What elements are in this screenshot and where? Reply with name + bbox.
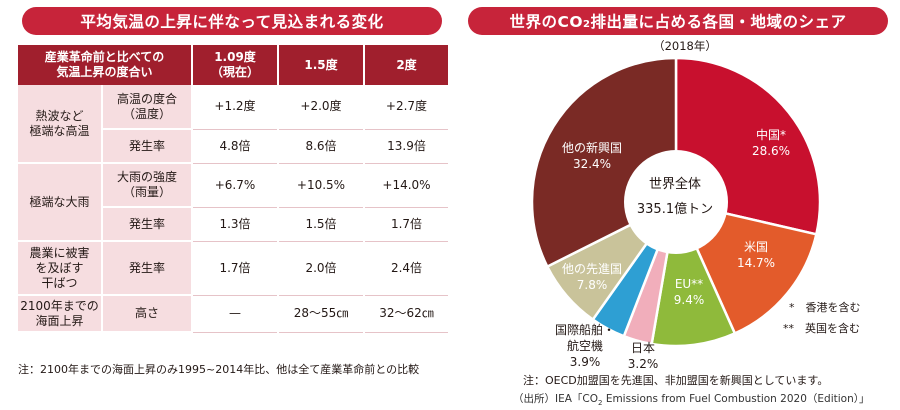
slice-label-china: 中国* 28.6%	[736, 127, 806, 159]
row-label: 発生率	[102, 207, 193, 242]
table-cell: 13.9倍	[364, 129, 448, 164]
center-line-2: 335.1億トン	[636, 202, 714, 217]
row-group-sea-level: 2100年までの海面上昇	[18, 295, 103, 333]
slice-value: 9.4%	[673, 293, 705, 307]
slice-label-other-emerging: 他の新興国 32.4%	[552, 140, 632, 172]
table-cell: 28～55㎝	[278, 295, 365, 333]
center-line-1: 世界全体	[648, 177, 701, 192]
slice-name-line2: 航空機	[566, 339, 603, 353]
table-row: 発生率 1.3倍 1.5倍 1.7倍	[18, 207, 448, 242]
chart-title-subscript: 2	[583, 18, 591, 30]
slice-label-shipping: 国際船舶・ 航空機 3.9%	[546, 322, 624, 370]
chart-year: （2018年）	[653, 39, 717, 53]
chart-title: 世界のCO 2 排出量に占める各国・地域のシェア	[468, 7, 888, 35]
slice-value: 28.6%	[751, 144, 791, 158]
table-cell: 1.5倍	[278, 207, 365, 242]
slice-name: EU**	[674, 277, 704, 291]
slice-value: 14.7%	[736, 256, 776, 270]
chart-note: 注：OECD加盟国を先進国、非加盟国を新興国としています。	[523, 374, 829, 387]
row-label: 発生率	[102, 129, 193, 164]
slice-value: 3.9%	[569, 355, 601, 369]
slice-value: 7.8%	[576, 278, 608, 292]
table-row: 2100年までの海面上昇 高さ — 28～55㎝ 32～62㎝	[18, 295, 448, 333]
slice-name: 他の新興国	[561, 141, 622, 155]
table-cell: +6.7%	[192, 163, 279, 208]
table-row: 農業に被害 を及ぼす 干ばつ 発生率 1.7倍 2.0倍 2.4倍	[18, 241, 448, 296]
row-label: 発生率	[102, 241, 193, 296]
table-cell: 32～62㎝	[364, 295, 448, 333]
pie-center-hole	[624, 150, 728, 254]
header-1-5: 1.5度	[278, 45, 365, 85]
row-group-drought: 農業に被害 を及ぼす 干ばつ	[18, 241, 103, 296]
table-row: 発生率 4.8倍 8.6倍 13.9倍	[18, 129, 448, 164]
table-cell: 1.7倍	[364, 207, 448, 242]
table-cell: 8.6倍	[278, 129, 365, 164]
slice-name-line1: 国際船舶・	[554, 323, 615, 337]
table-cell: +1.2度	[192, 85, 279, 130]
slice-label-eu: EU** 9.4%	[660, 276, 718, 308]
row-group-rain: 極端な大雨	[18, 163, 103, 242]
comparison-table: 産業革命前と比べての 気温上昇の度合い 1.09度 （現在） 1.5度 2度 熱波な…	[18, 45, 448, 333]
table-cell: +14.0%	[364, 163, 448, 208]
table-cell: +2.0度	[278, 85, 365, 130]
slice-name: 日本	[630, 341, 655, 355]
table-cell: 2.0倍	[278, 241, 365, 296]
legend-footnote-1: * 香港を含む	[789, 301, 861, 314]
row-label: 大雨の強度 （雨量）	[102, 163, 193, 208]
slice-value: 3.2%	[627, 357, 659, 371]
slice-label-us: 米国 14.7%	[726, 239, 786, 271]
pie-center-label: 世界全体 335.1億トン	[628, 172, 722, 222]
table-cell: 1.7倍	[192, 241, 279, 296]
table-cell: +2.7度	[364, 85, 448, 130]
slice-label-japan: 日本 3.2%	[618, 340, 668, 372]
table-row: 熱波など 極端な高温 高温の度合 （温度） +1.2度 +2.0度 +2.7度	[18, 85, 448, 164]
slice-name: 米国	[743, 240, 768, 254]
slice-value: 32.4%	[572, 157, 612, 171]
table-title: 平均気温の上昇に伴なって見込まれる変化	[22, 7, 442, 35]
table-cell: +10.5%	[278, 163, 365, 208]
table-row: 極端な大雨 大雨の強度 （雨量） +6.7% +10.5% +14.0%	[18, 163, 448, 242]
table-cell: 4.8倍	[192, 129, 279, 164]
chart-title-part2: 排出量に占める各国・地域のシェア	[590, 13, 847, 31]
header-current: 1.09度 （現在）	[192, 45, 279, 85]
chart-title-part1: 世界のCO	[509, 13, 584, 31]
row-label: 高温の度合 （温度）	[102, 85, 193, 130]
header-degree: 産業革命前と比べての 気温上昇の度合い	[18, 45, 193, 85]
legend-footnote-2: ** 英国を含む	[783, 322, 860, 335]
row-label: 高さ	[102, 295, 193, 333]
slice-name: 他の先進国	[561, 262, 622, 276]
chart-source: （出所）IEA「CO2 Emissions from Fuel Combusti…	[513, 393, 870, 408]
slice-name: 中国*	[755, 128, 786, 142]
table-cell: —	[192, 295, 279, 333]
table-cell: 1.3倍	[192, 207, 279, 242]
row-group-heat: 熱波など 極端な高温	[18, 85, 103, 164]
header-2: 2度	[364, 45, 448, 85]
table-cell: 2.4倍	[364, 241, 448, 296]
table-note: 注：2100年までの海面上昇のみ1995~2014年比、他は全て産業革命前との比…	[18, 363, 420, 376]
slice-label-other-developed: 他の先進国 7.8%	[552, 261, 632, 293]
